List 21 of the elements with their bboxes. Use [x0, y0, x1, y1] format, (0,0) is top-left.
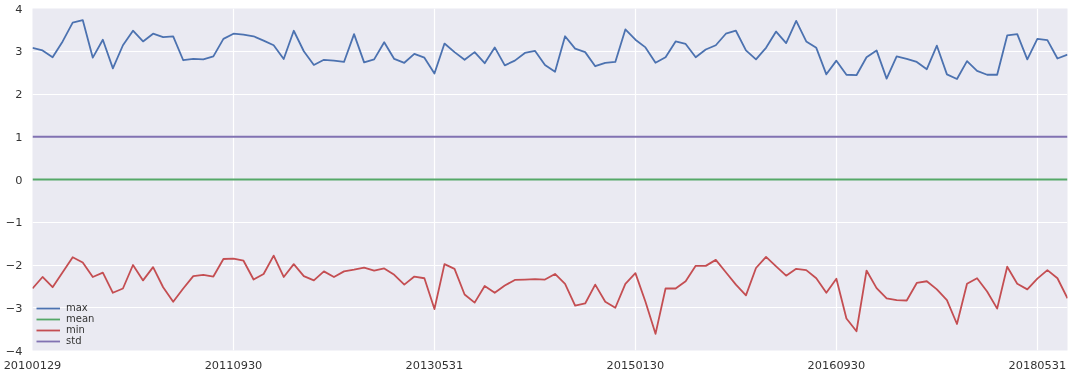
y-tick-label: −2 [5, 258, 23, 272]
legend-label: max [66, 302, 88, 313]
x-tick-label: 20110930 [204, 357, 263, 372]
y-tick-label: 2 [15, 87, 23, 101]
x-tick-label: 20160930 [807, 357, 866, 372]
legend-label: min [66, 324, 86, 335]
y-tick-label: 4 [15, 1, 23, 16]
x-tick-label: 20180531 [1008, 357, 1067, 372]
line-series [32, 254, 1068, 335]
legend-label: std [66, 335, 83, 346]
y-tick-label: −1 [5, 215, 23, 230]
line-series [32, 19, 1068, 80]
y-tick-label: −4 [5, 343, 23, 358]
x-tick-label: 20130531 [405, 357, 464, 372]
y-tick-label: 3 [15, 44, 23, 59]
y-tick-label: −3 [5, 300, 23, 315]
legend-label: mean [66, 313, 95, 324]
x-tick-label: 20150130 [606, 357, 665, 372]
y-tick-label: 1 [15, 129, 23, 144]
x-tick-label: 20100129 [3, 357, 62, 372]
y-tick-label: 0 [15, 172, 23, 187]
